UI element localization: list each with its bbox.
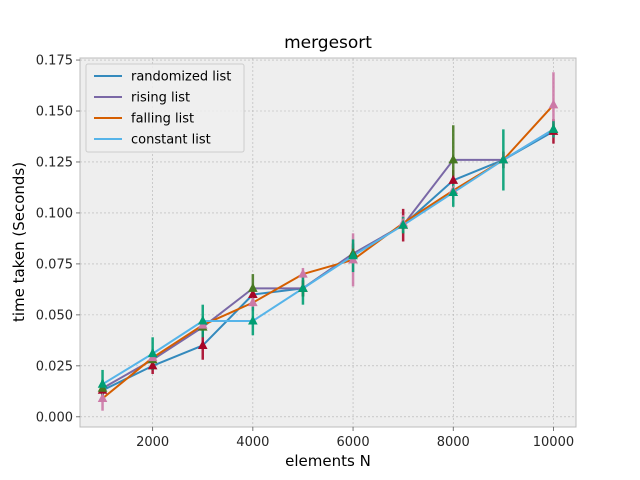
series-lines — [101, 104, 555, 400]
marker-falling-list — [97, 392, 108, 402]
x-tick-label: 6000 — [337, 435, 370, 450]
marker-constant-list — [197, 315, 208, 325]
marker-constant-list — [548, 123, 559, 133]
marker-constant-list — [97, 378, 108, 388]
x-axis-label: elements N — [285, 452, 371, 470]
y-axis-label: time taken (Seconds) — [10, 162, 28, 322]
series-line-constant-list — [102, 128, 554, 386]
marker-rising-list — [448, 154, 459, 164]
marker-constant-list — [147, 348, 158, 358]
x-tick-label: 8000 — [437, 435, 470, 450]
y-tick-label: 0.175 — [36, 54, 73, 69]
x-ticks: 2000 4000 6000 8000 10000 — [136, 427, 574, 450]
marker-falling-list — [248, 297, 258, 307]
y-ticks: 0.000 0.025 0.050 0.075 0.100 0.125 0.150 0.175 — [36, 54, 80, 425]
y-tick-label: 0.025 — [36, 359, 73, 374]
marker-constant-list — [348, 250, 358, 260]
marker-falling-list — [298, 268, 308, 278]
marker-constant-list — [448, 187, 459, 197]
marker-constant-list — [248, 315, 258, 325]
legend-label-randomized-list: randomized list — [131, 70, 231, 85]
y-tick-label: 0.125 — [36, 155, 73, 170]
marker-constant-list — [398, 219, 408, 229]
legend-box — [85, 63, 245, 153]
y-tick-label: 0.075 — [36, 257, 73, 272]
y-tick-label: 0.100 — [36, 206, 73, 221]
marker-randomized-list — [147, 360, 158, 370]
legend-label-constant-list: constant list — [131, 133, 211, 148]
marker-falling-list — [548, 99, 559, 109]
marker-constant-list — [498, 154, 509, 164]
marker-rising-list — [248, 282, 258, 292]
legend-label-falling-list: falling list — [131, 112, 194, 127]
legend: randomized list rising list falling list co… — [85, 63, 245, 153]
marker-randomized-list — [248, 288, 258, 298]
marker-randomized-list — [197, 339, 208, 349]
legend-label-rising-list: rising list — [131, 91, 190, 106]
y-tick-label: 0.050 — [36, 308, 73, 323]
x-tick-label: 4000 — [236, 435, 269, 450]
markers — [97, 99, 559, 402]
marker-randomized-list — [448, 174, 459, 184]
chart-title: mergesort — [284, 33, 372, 53]
y-tick-label: 0.000 — [36, 410, 73, 425]
marker-constant-list — [298, 282, 308, 292]
x-tick-label: 2000 — [136, 435, 169, 450]
x-tick-label: 10000 — [533, 435, 574, 450]
y-tick-label: 0.150 — [36, 105, 73, 120]
